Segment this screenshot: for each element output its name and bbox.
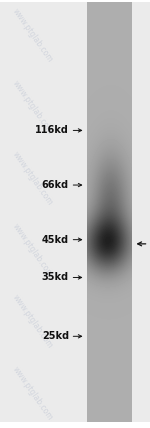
Text: www.ptglab.com: www.ptglab.com	[11, 364, 55, 422]
Text: www.ptglab.com: www.ptglab.com	[11, 150, 55, 208]
Text: 45kd: 45kd	[42, 235, 69, 245]
Text: 66kd: 66kd	[42, 180, 69, 190]
Text: www.ptglab.com: www.ptglab.com	[11, 293, 55, 350]
Text: 35kd: 35kd	[42, 273, 69, 282]
Text: www.ptglab.com: www.ptglab.com	[11, 79, 55, 136]
Text: www.ptglab.com: www.ptglab.com	[11, 222, 55, 279]
Text: www.ptglab.com: www.ptglab.com	[11, 7, 55, 65]
Text: 25kd: 25kd	[42, 331, 69, 341]
Text: 116kd: 116kd	[35, 125, 69, 135]
